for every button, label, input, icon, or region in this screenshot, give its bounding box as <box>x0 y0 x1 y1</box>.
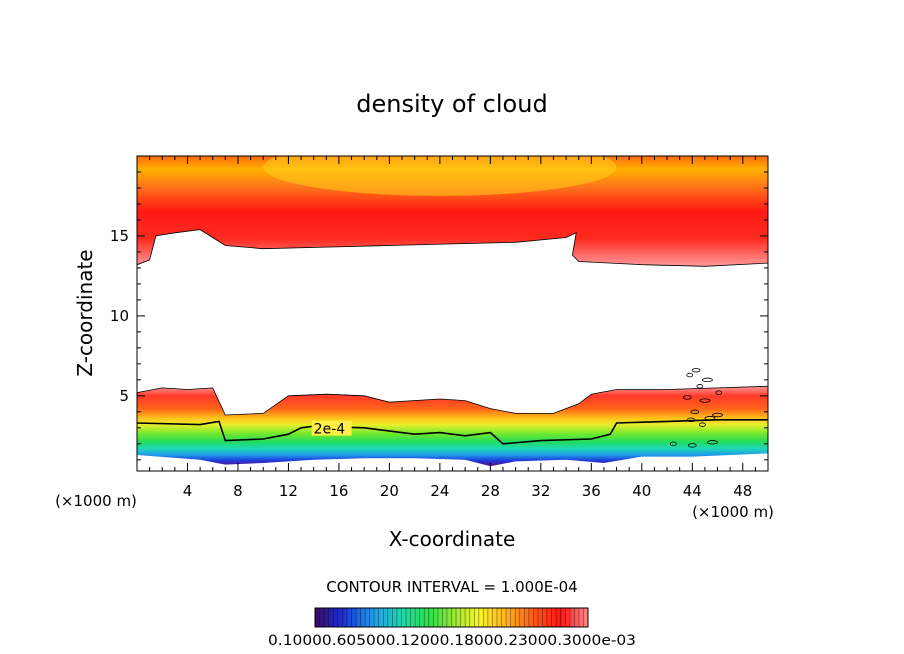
speckle-contour <box>715 390 723 395</box>
x-tick-label: 12 <box>279 482 298 500</box>
speckle-contour <box>702 377 713 383</box>
x-axis-label: X-coordinate <box>389 527 516 551</box>
colorbar-levels <box>319 608 584 627</box>
x-tick-label: 44 <box>683 482 702 500</box>
upper-cloud-contour <box>137 229 768 267</box>
speckle-contour <box>699 398 711 403</box>
speckle-contour <box>686 417 696 423</box>
x-tick-label: 20 <box>380 482 399 500</box>
y-tick-label: 5 <box>119 387 129 405</box>
speckle-contour <box>707 440 718 445</box>
y-tick-label: 15 <box>110 227 129 245</box>
x-tick-label: 40 <box>632 482 651 500</box>
x-tick-label: 4 <box>183 482 193 500</box>
colorbar-labels: 0.10000.605000.12000.18000.23000.3000e-0… <box>268 633 636 649</box>
contour-label: 2e-4 <box>314 422 346 438</box>
y-axis: 5 10 15 <box>110 171 768 461</box>
x-tick-label: 16 <box>329 482 348 500</box>
contour-interval-text: CONTOUR INTERVAL = 1.000E-04 <box>326 578 577 596</box>
x-tick-label: 28 <box>481 482 500 500</box>
speckle-contour <box>686 372 694 378</box>
speckle-contour <box>690 409 700 415</box>
x-unit-left: (×1000 m) <box>55 492 137 510</box>
speckle-contour <box>691 368 701 373</box>
x-tick-label: 24 <box>430 482 449 500</box>
speckle-contour <box>704 416 716 421</box>
y-tick-label: 10 <box>110 307 129 325</box>
x-tick-label: 36 <box>582 482 601 500</box>
x-unit-right: (×1000 m) <box>692 503 774 521</box>
speckle-contour <box>682 395 692 400</box>
x-axis: 4 8 12 16 20 24 28 32 36 40 44 48 <box>149 156 756 500</box>
y-axis-label: Z-coordinate <box>73 249 97 376</box>
lower-cloud-contour <box>137 385 768 416</box>
upper-cloud-core <box>263 156 617 196</box>
contour-label-background <box>311 420 352 436</box>
lower-cloud-region <box>137 386 768 467</box>
speckle-contour <box>687 443 697 448</box>
plot-area <box>137 156 768 471</box>
contour-speckles <box>669 368 723 448</box>
x-tick-label: 48 <box>733 482 752 500</box>
chart-title: density of cloud <box>356 90 547 118</box>
x-tick-label: 8 <box>233 482 243 500</box>
x-tick-label: 32 <box>531 482 550 500</box>
contour-2e-4 <box>137 419 768 445</box>
speckle-contour <box>698 422 706 427</box>
speckle-contour <box>696 384 704 389</box>
speckle-contour <box>712 412 723 418</box>
speckle-contour <box>669 441 677 447</box>
